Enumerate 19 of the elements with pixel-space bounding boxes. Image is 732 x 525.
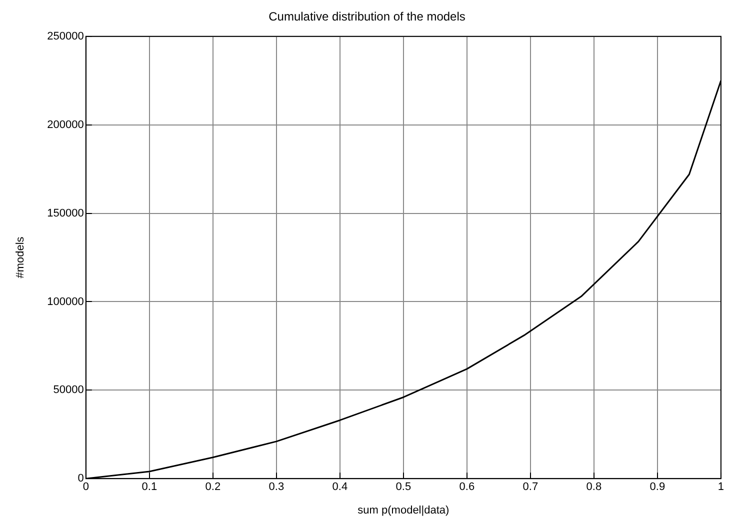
x-tick-label: 0.6 xyxy=(459,481,475,494)
x-tick-label: 0.2 xyxy=(205,481,221,494)
x-tick-label: 0.1 xyxy=(142,481,158,494)
chart-title: Cumulative distribution of the models xyxy=(268,10,466,24)
y-tick-label: 50000 xyxy=(53,384,84,396)
y-tick-label: 200000 xyxy=(47,118,84,131)
x-tick-label: 1 xyxy=(718,481,724,494)
y-tick-label: 0 xyxy=(78,472,84,485)
x-tick-label: 0.3 xyxy=(268,481,284,494)
y-tick-label: 250000 xyxy=(47,30,84,42)
x-tick-label: 0.5 xyxy=(396,481,412,494)
x-axis-title: sum p(model|data) xyxy=(358,504,450,516)
x-tick-label: 0.8 xyxy=(586,481,602,494)
x-tick-label: 0.7 xyxy=(522,481,538,494)
y-tick-label: 150000 xyxy=(47,207,84,220)
y-tick-label: 100000 xyxy=(47,296,84,308)
x-tick-label: 0.4 xyxy=(332,481,348,494)
y-axis-title: #models xyxy=(14,236,27,278)
x-tick-label: 0.9 xyxy=(650,481,666,494)
